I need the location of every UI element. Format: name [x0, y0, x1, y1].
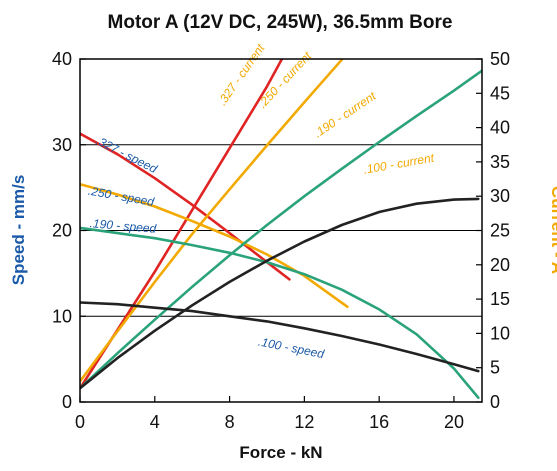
x-axis-ticks: 0 4 8 12 16 20 [75, 396, 464, 432]
x-tick-label: 16 [369, 412, 389, 432]
y2-tick-label: 20 [490, 255, 510, 275]
y2-tick-label: 0 [490, 392, 500, 412]
y-tick-label: 40 [52, 49, 72, 69]
y-tick-label: 0 [62, 392, 72, 412]
annotation-327-speed: .327 - speed [94, 133, 160, 176]
y2-axis-label: Current - A [548, 186, 557, 274]
y-axis-label: Speed - mm/s [9, 175, 28, 286]
x-tick-label: 8 [225, 412, 235, 432]
annotation-100-speed: .100 - speed [257, 335, 325, 362]
x-axis-label: Force - kN [239, 443, 322, 462]
y2-tick-label: 50 [490, 49, 510, 69]
y2-tick-label: 10 [490, 323, 510, 343]
x-tick-label: 4 [150, 412, 160, 432]
annotation-100-current: .100 - current [362, 151, 435, 177]
y-tick-label: 10 [52, 306, 72, 326]
y-tick-label: 30 [52, 135, 72, 155]
y2-tick-label: 5 [490, 358, 500, 378]
series-line-327-current [80, 59, 284, 390]
series-line-190-speed [80, 226, 480, 399]
gridlines [80, 144, 482, 317]
y-tick-label: 20 [52, 221, 72, 241]
series-line-100-speed [80, 301, 480, 373]
x-tick-label: 12 [294, 412, 314, 432]
series-line-190-current [80, 69, 482, 390]
x-tick-label: 20 [444, 412, 464, 432]
annotation-190-speed: .190 - speed [89, 216, 157, 236]
series-line-250-current [80, 59, 344, 383]
y2-tick-label: 30 [490, 186, 510, 206]
y-axis-ticks: 0 10 20 30 40 [52, 49, 86, 412]
y2-axis-ticks: 0 5 10 15 20 25 30 35 40 45 50 [476, 49, 510, 412]
chart-title: Motor A (12V DC, 245W), 36.5mm Bore [108, 12, 453, 33]
y2-tick-label: 35 [490, 152, 510, 172]
series-lines [80, 59, 482, 399]
x-tick-label: 0 [75, 412, 85, 432]
annotation-250-speed: .250 - speed [87, 184, 155, 209]
annotation-190-current: .190 - current [311, 89, 379, 141]
series-line-100-current [80, 197, 480, 390]
y2-tick-label: 15 [490, 289, 510, 309]
y2-tick-label: 45 [490, 83, 510, 103]
y2-tick-label: 40 [490, 118, 510, 138]
y2-tick-label: 25 [490, 221, 510, 241]
